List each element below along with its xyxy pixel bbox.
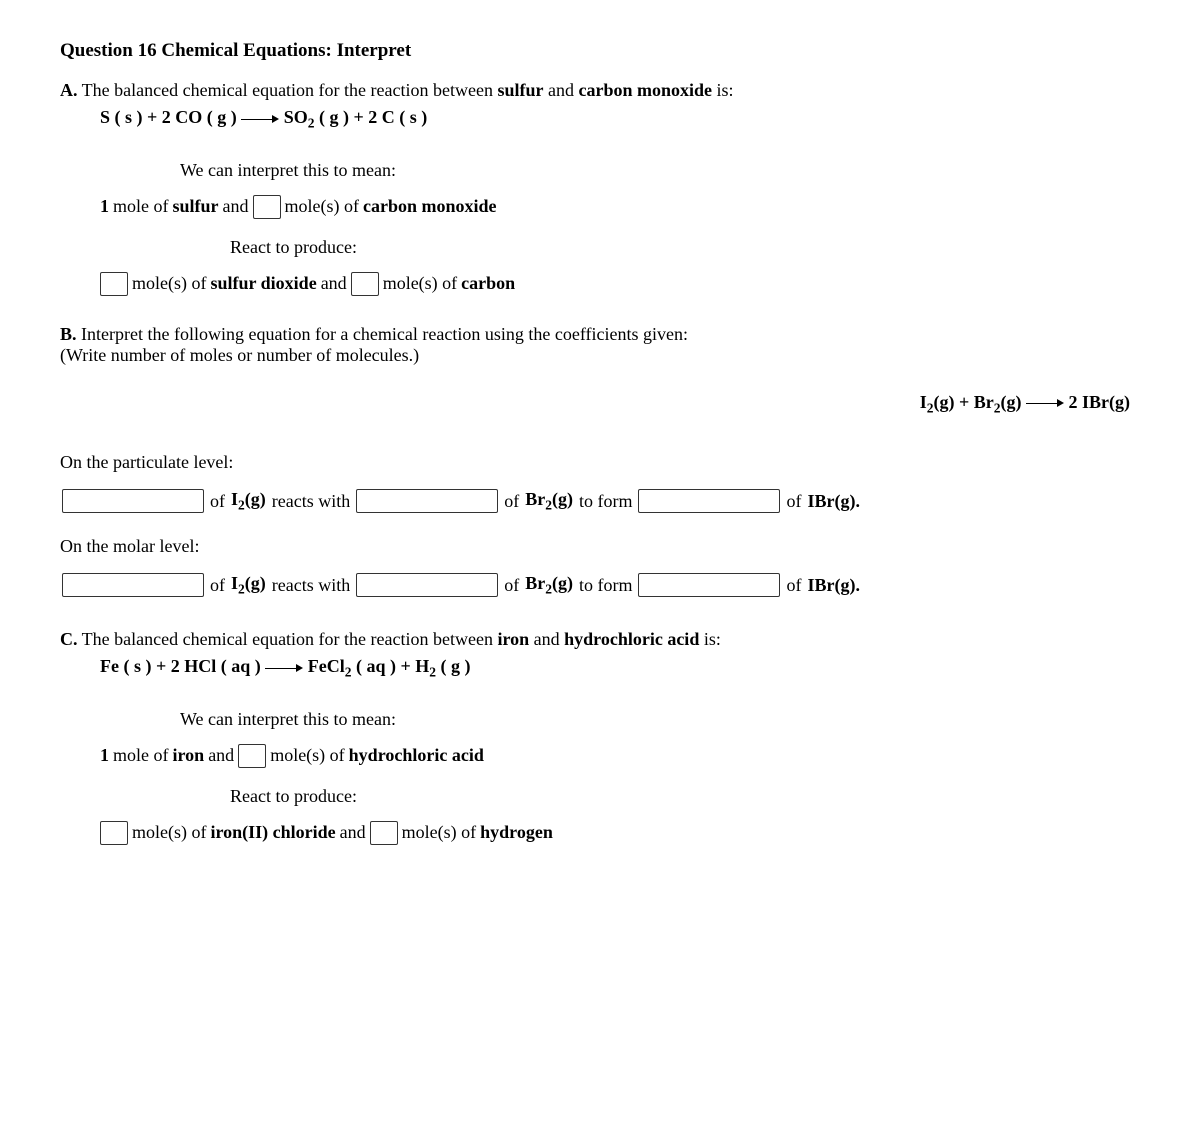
text-of: of — [504, 491, 519, 512]
input-h2-moles[interactable] — [370, 821, 398, 845]
species-br2: Br2(g) — [525, 489, 573, 514]
text-of: of — [210, 575, 225, 596]
part-a-coef1: 1 — [100, 196, 109, 217]
part-a-products-line: mole(s) of sulfur dioxide and mole(s) of… — [100, 272, 1140, 296]
particulate-label: On the particulate level: — [60, 452, 1140, 473]
part-b-equation: I2(g) + Br2(g) 2 IBr(g) — [60, 392, 1140, 417]
part-a-label: A. — [60, 80, 78, 100]
text-moles-of: mole(s) of — [285, 196, 359, 217]
text-reacts-with: reacts with — [272, 491, 350, 512]
part-a-react-lead: React to produce: — [230, 237, 1140, 258]
text-moles-of: mole(s) of — [270, 745, 344, 766]
text-reacts-with: reacts with — [272, 575, 350, 596]
part-b-label: B. — [60, 324, 77, 344]
part-a-reactant2: carbon monoxide — [578, 80, 712, 100]
part-c-intro: C. The balanced chemical equation for th… — [60, 629, 1140, 650]
part-a-intro: A. The balanced chemical equation for th… — [60, 80, 1140, 101]
text-mole-of: mole of — [113, 745, 169, 766]
species-i2: I2(g) — [231, 489, 266, 514]
part-a-interpret-lead: We can interpret this to mean: — [180, 160, 1140, 181]
text-of: of — [786, 491, 801, 512]
question-title: Question 16 Chemical Equations: Interpre… — [60, 40, 1140, 62]
species-i2: I2(g) — [231, 573, 266, 598]
text-mole-of: mole of — [113, 196, 169, 217]
molar-fill-line: of I2(g) reacts with of Br2(g) to form o… — [62, 573, 1140, 598]
part-c-species2: hydrochloric acid — [349, 745, 484, 766]
input-hcl-moles[interactable] — [238, 744, 266, 768]
part-b-intro-text: Interpret the following equation for a c… — [77, 324, 688, 344]
input-particulate-br2[interactable] — [356, 489, 498, 513]
text-moles-of: mole(s) of — [383, 273, 457, 294]
part-c-label: C. — [60, 629, 78, 649]
part-c-product2: hydrogen — [480, 822, 553, 843]
part-a-product1: sulfur dioxide — [210, 273, 316, 294]
text-and: and — [321, 273, 347, 294]
part-c-reactants-line: 1 mole of iron and mole(s) of hydrochlor… — [100, 744, 1140, 768]
part-c-intro-mid: and — [529, 629, 564, 649]
part-a-intro-mid: and — [543, 80, 578, 100]
part-c-reactant1: iron — [497, 629, 529, 649]
part-c-coef1: 1 — [100, 745, 109, 766]
text-and: and — [223, 196, 249, 217]
part-c-product1: iron(II) chloride — [210, 822, 335, 843]
part-a-species1: sulfur — [173, 196, 219, 217]
part-a-intro-pre: The balanced chemical equation for the r… — [78, 80, 498, 100]
part-a-species2: carbon monoxide — [363, 196, 497, 217]
text-moles-of: mole(s) of — [132, 822, 206, 843]
part-c-products-line: mole(s) of iron(II) chloride and mole(s)… — [100, 821, 1140, 845]
input-particulate-ibr[interactable] — [638, 489, 780, 513]
input-c-moles[interactable] — [351, 272, 379, 296]
text-to-form: to form — [579, 491, 633, 512]
part-b-intro: B. Interpret the following equation for … — [60, 324, 1140, 345]
part-a-intro-post: is: — [712, 80, 734, 100]
input-molar-br2[interactable] — [356, 573, 498, 597]
part-c-intro-pre: The balanced chemical equation for the r… — [78, 629, 498, 649]
text-to-form: to form — [579, 575, 633, 596]
part-c-reactant2: hydrochloric acid — [564, 629, 699, 649]
input-molar-ibr[interactable] — [638, 573, 780, 597]
text-moles-of: mole(s) of — [402, 822, 476, 843]
text-moles-of: mole(s) of — [132, 273, 206, 294]
text-and: and — [208, 745, 234, 766]
input-co-moles[interactable] — [253, 195, 281, 219]
input-fecl2-moles[interactable] — [100, 821, 128, 845]
part-a-product2: carbon — [461, 273, 515, 294]
text-of: of — [210, 491, 225, 512]
particulate-fill-line: of I2(g) reacts with of Br2(g) to form o… — [62, 489, 1140, 514]
part-a-reactant1: sulfur — [497, 80, 543, 100]
part-a-equation: S ( s ) + 2 CO ( g ) SO2 ( g ) + 2 C ( s… — [100, 107, 1140, 132]
species-ibr: IBr(g). — [807, 575, 860, 596]
species-br2: Br2(g) — [525, 573, 573, 598]
part-c-intro-post: is: — [699, 629, 721, 649]
part-b-sub-intro: (Write number of moles or number of mole… — [60, 345, 1140, 366]
part-c-equation: Fe ( s ) + 2 HCl ( aq ) FeCl2 ( aq ) + H… — [100, 656, 1140, 681]
text-and: and — [340, 822, 366, 843]
input-molar-i2[interactable] — [62, 573, 204, 597]
text-of: of — [504, 575, 519, 596]
part-c-interpret-lead: We can interpret this to mean: — [180, 709, 1140, 730]
input-particulate-i2[interactable] — [62, 489, 204, 513]
part-c-species1: iron — [173, 745, 205, 766]
input-so2-moles[interactable] — [100, 272, 128, 296]
species-ibr: IBr(g). — [807, 491, 860, 512]
molar-label: On the molar level: — [60, 536, 1140, 557]
part-a-reactants-line: 1 mole of sulfur and mole(s) of carbon m… — [100, 195, 1140, 219]
text-of: of — [786, 575, 801, 596]
part-c-react-lead: React to produce: — [230, 786, 1140, 807]
